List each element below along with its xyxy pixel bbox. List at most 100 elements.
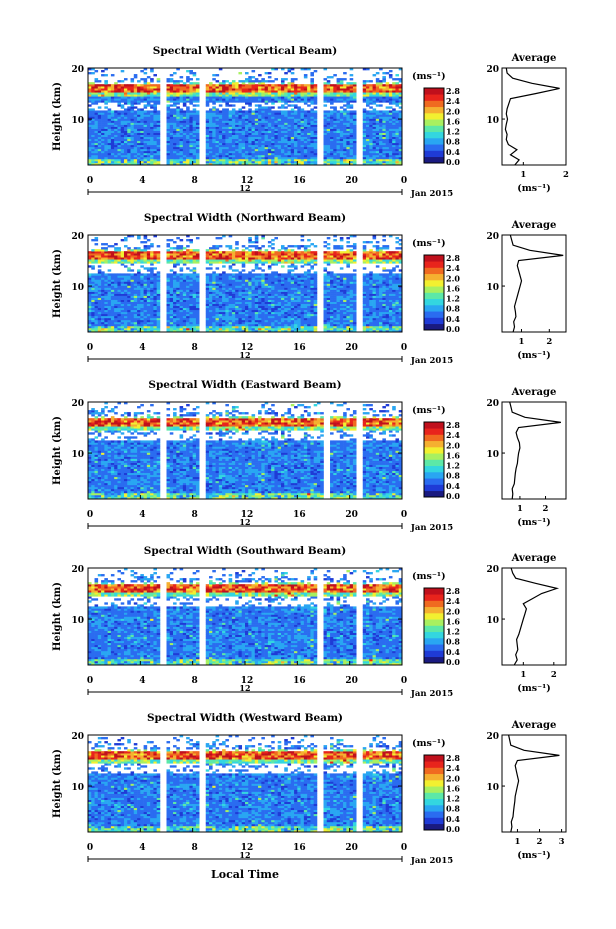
heatmap-cell (307, 110, 311, 113)
heatmap-cell (146, 311, 151, 315)
heatmap-cell (110, 323, 115, 327)
heatmap-cell (349, 150, 354, 154)
heatmap-cell (215, 253, 220, 256)
heatmap-cell (156, 122, 161, 125)
heatmap-cell (392, 162, 396, 166)
heatmap-cell (189, 162, 193, 166)
heatmap-cell (127, 106, 131, 109)
heatmap-cell (385, 90, 390, 93)
heatmap-cell (398, 120, 403, 123)
heatmap-cell (303, 124, 308, 127)
heatmap-cell (91, 154, 95, 158)
heatmap-cell (287, 82, 292, 85)
heatmap-cell (153, 311, 157, 315)
heatmap-cell (310, 114, 314, 117)
heatmap-cell (349, 162, 354, 166)
heatmap-cell (398, 110, 403, 113)
heatmap-cell (101, 275, 105, 278)
heatmap-cell (195, 96, 200, 99)
heatmap-cell (127, 301, 131, 305)
heatmap-cell (212, 108, 216, 111)
heatmap-cell (101, 313, 105, 317)
heatmap-cell (120, 275, 125, 278)
heatmap-cell (101, 124, 105, 127)
heatmap-cell (107, 321, 112, 325)
heatmap-cell (212, 114, 216, 117)
heatmap-cell (166, 154, 171, 158)
heatmap-cell (120, 291, 125, 294)
heatmap-cell (313, 158, 318, 162)
heatmap-cell (212, 323, 216, 327)
heatmap-cell (140, 255, 144, 258)
heatmap-cell (261, 124, 265, 127)
heatmap-cell (195, 132, 200, 135)
heatmap-cell (205, 104, 210, 107)
heatmap-cell (104, 88, 108, 91)
heatmap-cell (388, 148, 393, 152)
heatmap-cell (369, 120, 373, 123)
heatmap-cell (209, 275, 213, 278)
heatmap-cell (303, 118, 308, 121)
heatmap-cell (267, 142, 272, 146)
heatmap-cell (339, 86, 344, 89)
heatmap-cell (166, 301, 171, 305)
heatmap-cell (182, 102, 187, 105)
heatmap-cell (110, 297, 115, 300)
heatmap-cell (254, 152, 259, 156)
heatmap-cell (130, 106, 135, 109)
heatmap-cell (110, 275, 115, 278)
heatmap-cell (156, 152, 161, 156)
heatmap-cell (120, 130, 125, 133)
heatmap-cell (290, 134, 295, 138)
heatmap-cell (209, 247, 213, 250)
heatmap-cell (398, 156, 403, 160)
heatmap-cell (114, 279, 118, 282)
heatmap-cell (153, 313, 157, 317)
heatmap-cell (186, 287, 190, 290)
heatmap-cell (222, 116, 226, 119)
heatmap-cell (245, 140, 249, 144)
heatmap-cell (97, 295, 102, 298)
heatmap-cell (284, 88, 288, 91)
heatmap-cell (192, 96, 197, 99)
heatmap-cell (258, 82, 262, 85)
heatmap-cell (153, 275, 157, 278)
heatmap-cell (153, 253, 157, 256)
heatmap-cell (117, 148, 122, 152)
heatmap-cell (248, 160, 252, 164)
heatmap-cell (254, 156, 259, 160)
heatmap-cell (169, 315, 174, 319)
heatmap-cell (127, 92, 131, 95)
heatmap-cell (274, 134, 279, 138)
heatmap-cell (251, 98, 256, 101)
heatmap-cell (385, 88, 390, 91)
heatmap-cell (336, 96, 341, 99)
heatmap-cell (248, 148, 252, 152)
heatmap-cell (166, 122, 171, 125)
heatmap-cell (120, 114, 125, 117)
heatmap-cell (280, 122, 285, 125)
heatmap-cell (398, 112, 403, 115)
heatmap-cell (313, 140, 318, 144)
heatmap-cell (339, 110, 344, 113)
heatmap-cell (91, 327, 95, 331)
colorbar-tick-label: 0.4 (446, 147, 460, 157)
heatmap-cell (209, 307, 213, 311)
heatmap-cell (343, 148, 347, 152)
heatmap-cell (222, 118, 226, 121)
heatmap-cell (176, 321, 180, 325)
heatmap-cell (205, 146, 210, 150)
heatmap-cell (91, 148, 95, 152)
heatmap-cell (120, 239, 125, 242)
heatmap-cell (225, 92, 229, 95)
heatmap-cell (245, 80, 249, 83)
heatmap-cell (271, 114, 275, 117)
heatmap-cell (310, 122, 314, 125)
heatmap-cell (94, 124, 99, 127)
heatmap-cell (222, 144, 226, 148)
heatmap-cell (333, 136, 337, 140)
heatmap-cell (307, 94, 311, 97)
heatmap-cell (150, 142, 154, 146)
heatmap-cell (189, 299, 193, 302)
heatmap-cell (94, 154, 99, 158)
